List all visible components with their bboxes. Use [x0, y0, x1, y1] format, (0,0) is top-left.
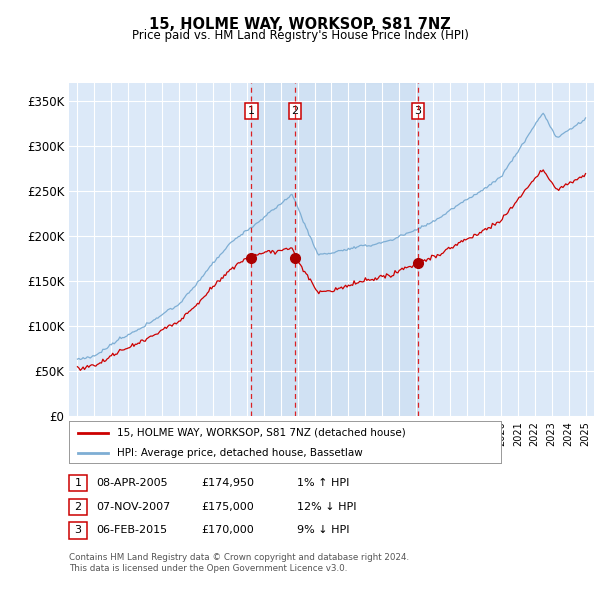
- Text: Contains HM Land Registry data © Crown copyright and database right 2024.: Contains HM Land Registry data © Crown c…: [69, 553, 409, 562]
- Text: 3: 3: [74, 526, 82, 535]
- Text: 1: 1: [248, 106, 255, 116]
- Text: 1% ↑ HPI: 1% ↑ HPI: [297, 478, 349, 488]
- Text: 15, HOLME WAY, WORKSOP, S81 7NZ (detached house): 15, HOLME WAY, WORKSOP, S81 7NZ (detache…: [116, 428, 405, 438]
- Text: 9% ↓ HPI: 9% ↓ HPI: [297, 526, 349, 535]
- Text: 2: 2: [292, 106, 299, 116]
- Text: 06-FEB-2015: 06-FEB-2015: [96, 526, 167, 535]
- Bar: [251, 83, 418, 416]
- Text: £170,000: £170,000: [201, 526, 254, 535]
- Text: 1: 1: [74, 478, 82, 488]
- Text: 2: 2: [74, 502, 82, 512]
- Text: £174,950: £174,950: [201, 478, 254, 488]
- Text: £175,000: £175,000: [201, 502, 254, 512]
- Text: HPI: Average price, detached house, Bassetlaw: HPI: Average price, detached house, Bass…: [116, 448, 362, 457]
- Text: 12% ↓ HPI: 12% ↓ HPI: [297, 502, 356, 512]
- Text: 07-NOV-2007: 07-NOV-2007: [96, 502, 170, 512]
- Text: This data is licensed under the Open Government Licence v3.0.: This data is licensed under the Open Gov…: [69, 565, 347, 573]
- Text: 15, HOLME WAY, WORKSOP, S81 7NZ: 15, HOLME WAY, WORKSOP, S81 7NZ: [149, 17, 451, 31]
- Text: 08-APR-2005: 08-APR-2005: [96, 478, 167, 488]
- Text: Price paid vs. HM Land Registry's House Price Index (HPI): Price paid vs. HM Land Registry's House …: [131, 29, 469, 42]
- Text: 3: 3: [415, 106, 421, 116]
